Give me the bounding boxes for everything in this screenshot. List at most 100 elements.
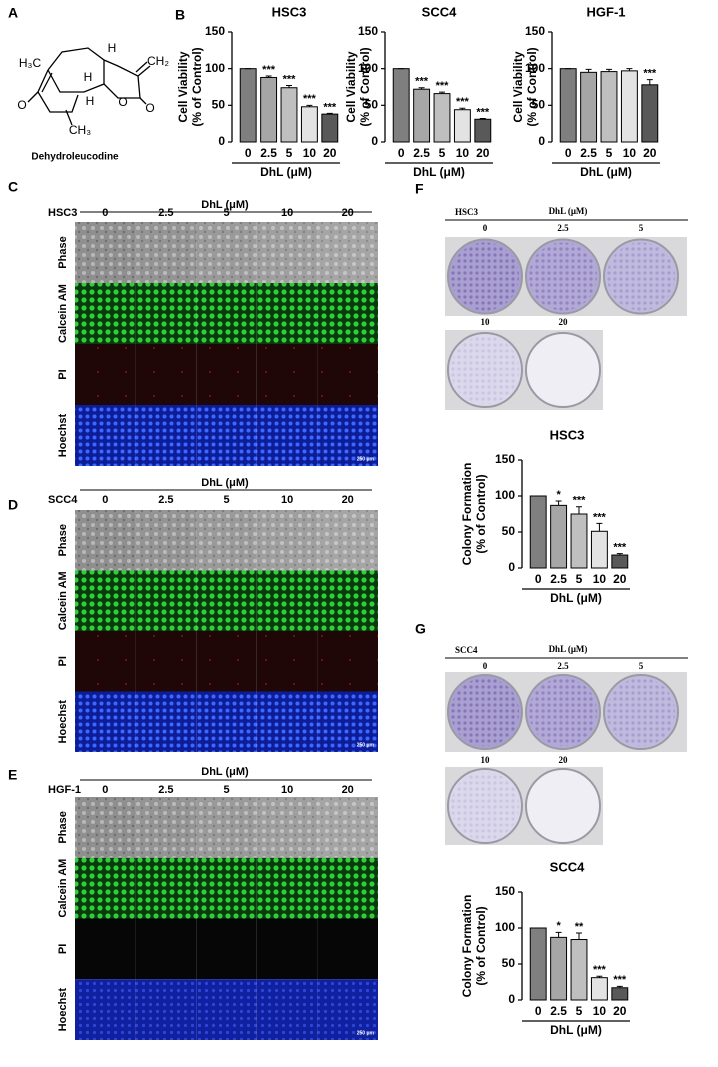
y-tick-label: 50 [532,98,546,112]
x-tick-label: 0 [535,572,542,586]
y-axis-label: Cell Viability [511,51,525,122]
x-tick-label: 10 [623,146,637,160]
bar [641,84,659,143]
error-bar [606,68,612,72]
bar [239,68,257,143]
micrograph [75,857,136,919]
panel-label: C [8,179,18,195]
bar [529,495,547,569]
x-tick-label: 5 [576,572,583,586]
error-bar [326,112,333,115]
micrograph-shade [135,510,197,571]
channel-label: Hoechst [57,700,69,744]
bar [570,939,588,1001]
panel-label: D [8,497,18,513]
significance: *** [456,96,470,108]
panel-label: F [415,181,424,197]
channel-label: Calcein AM [57,284,69,343]
bar [550,936,568,1001]
atom-label: H [84,70,93,84]
dose-label: 0 [102,207,108,219]
micrograph [256,405,318,466]
x-axis-label: DhL (μM) [550,1023,602,1037]
micrograph [196,631,257,692]
micrograph [196,857,257,919]
x-tick-label: 20 [613,572,627,586]
micrograph [256,510,318,571]
dose-header: DhL (μM) [201,477,249,489]
y-tick-label: 150 [495,884,515,898]
micrograph-shade [256,222,318,283]
scale-bar-label: 250 μm [357,1030,375,1036]
micrograph [196,283,257,344]
bar [600,71,618,143]
dose-label: 2.5 [158,207,173,219]
atom-label: H [86,94,95,108]
micrograph [75,979,136,1040]
y-tick-label: 0 [218,134,225,148]
x-tick-label: 5 [576,1004,583,1018]
micrograph [196,510,257,571]
micrograph-shade [135,797,197,858]
error-bar [596,975,603,978]
error-bar [555,500,562,506]
y-axis-label: (% of Control) [358,47,372,126]
significance: *** [573,495,587,507]
well-colonies [529,242,597,311]
y-axis-label: Cell Viability [176,51,190,122]
significance: * [556,920,561,932]
micrograph [75,344,136,405]
significance: *** [323,101,337,113]
y-tick-label: 50 [502,524,516,538]
bar [590,530,608,569]
bar [611,554,629,569]
x-axis-label: DhL (μM) [580,165,632,179]
y-tick-label: 100 [495,488,515,502]
micrograph-shade [135,222,197,283]
compound-name: Dehydroleucodine [31,152,119,163]
y-tick-label: 150 [205,24,225,38]
significance: *** [476,106,490,118]
atom-label: H₃C [19,56,42,70]
micrograph [256,918,318,980]
significance: * [556,489,561,501]
well [525,332,601,408]
well-dose-label: 0 [483,661,488,671]
error-bar [418,87,425,90]
micrograph [317,631,378,692]
bar [620,70,638,143]
y-tick-label: 100 [495,920,515,934]
micrograph [256,979,318,1040]
error-bar [596,522,603,532]
y-axis-label: Colony Formation [460,463,474,566]
micrograph [196,570,257,631]
y-tick-label: 0 [508,560,515,574]
dose-label: 20 [342,207,354,219]
y-tick-label: 150 [525,24,545,38]
scale-bar-label: 250 μm [357,456,375,462]
x-tick-label: 10 [593,1004,607,1018]
error-bar [459,107,466,110]
micrograph [256,691,318,752]
channel-label: PI [57,369,69,379]
y-axis-label: (% of Control) [525,47,539,126]
channel-label: PI [57,656,69,666]
y-tick-label: 50 [502,956,516,970]
micrograph [75,222,136,283]
chart-title: SCC4 [422,4,457,19]
micrograph [256,570,318,631]
well-colonies [607,242,675,311]
x-axis-label: DhL (μM) [413,165,465,179]
micrograph-shade [196,797,257,858]
plate-cell-line: SCC4 [455,645,478,655]
well-dose-label: 20 [559,317,569,327]
micrograph [317,510,378,571]
x-tick-label: 20 [613,1004,627,1018]
well [525,768,601,844]
well-dose-label: 10 [481,317,491,327]
significance: *** [643,68,657,80]
error-bar [286,85,292,88]
micrograph [256,857,318,919]
chart-title: HSC3 [272,4,307,19]
micrograph [75,510,136,571]
